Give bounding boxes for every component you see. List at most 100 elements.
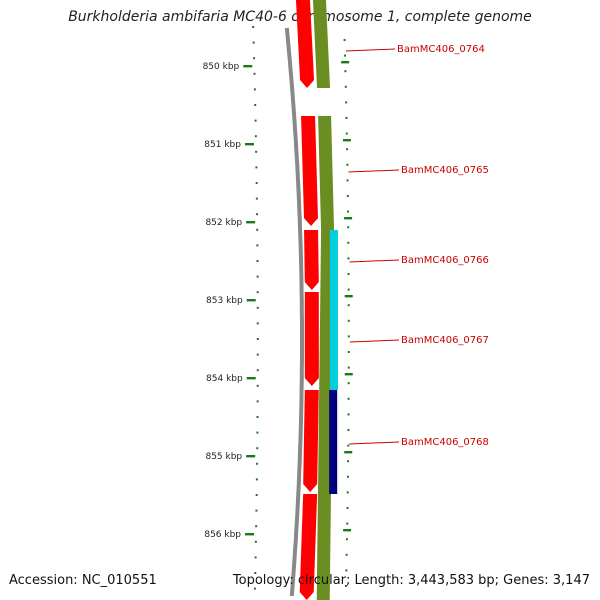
- minor-tick: [255, 182, 258, 184]
- minor-tick: [256, 260, 259, 262]
- reverse-cds: [318, 116, 335, 230]
- minor-tick: [347, 319, 350, 322]
- minor-tick: [347, 444, 350, 447]
- minor-tick: [347, 382, 350, 385]
- minor-tick: [345, 569, 348, 572]
- gene-label[interactable]: BamMC406_0764: [397, 44, 485, 55]
- minor-tick: [347, 257, 350, 260]
- minor-tick: [253, 72, 256, 75]
- minor-tick: [253, 587, 256, 590]
- gene-label[interactable]: BamMC406_0768: [401, 437, 489, 448]
- minor-tick: [256, 462, 259, 465]
- accession-text: Accession: NC_010551: [9, 573, 157, 588]
- minor-tick: [347, 273, 350, 275]
- major-tick: [246, 221, 256, 224]
- minor-tick: [346, 179, 349, 182]
- major-tick: [344, 217, 353, 220]
- minor-tick: [346, 195, 349, 197]
- minor-tick: [347, 210, 350, 213]
- gene-leader-line: [349, 259, 400, 263]
- minor-tick: [347, 429, 350, 431]
- minor-tick: [346, 148, 349, 151]
- kbp-label: 855 kbp: [205, 452, 242, 462]
- minor-tick: [255, 166, 258, 169]
- minor-tick: [256, 353, 259, 356]
- minor-tick: [347, 351, 350, 353]
- major-tick: [341, 61, 350, 64]
- minor-tick: [255, 197, 258, 200]
- minor-tick: [256, 447, 259, 450]
- minor-tick: [256, 384, 259, 387]
- minor-tick: [256, 416, 259, 418]
- minor-tick: [254, 540, 257, 543]
- minor-tick: [252, 41, 255, 44]
- forward-cds: [301, 116, 318, 226]
- minor-tick: [256, 322, 259, 325]
- minor-tick: [255, 509, 258, 512]
- kbp-label: 852 kbp: [205, 218, 242, 228]
- minor-tick: [345, 117, 348, 119]
- major-tick: [245, 533, 255, 536]
- minor-tick: [256, 369, 259, 372]
- major-tick: [343, 529, 352, 532]
- major-tick: [246, 455, 256, 458]
- minor-tick: [346, 475, 349, 478]
- minor-tick: [345, 553, 348, 556]
- kbp-label: 851 kbp: [204, 140, 241, 150]
- minor-tick: [254, 556, 257, 559]
- major-tick: [244, 143, 254, 146]
- minor-tick: [347, 413, 350, 416]
- minor-tick: [256, 275, 259, 278]
- gene-leader-line: [349, 441, 400, 445]
- minor-tick: [345, 101, 348, 104]
- topology-text: Topology: circular; Length: 3,443,583 bp…: [232, 573, 590, 588]
- minor-tick: [254, 119, 257, 122]
- minor-tick: [255, 478, 258, 481]
- minor-tick: [346, 522, 349, 525]
- reverse-cds: [312, 0, 331, 88]
- kbp-label: 856 kbp: [204, 530, 241, 540]
- gene-leader-line: [345, 48, 396, 52]
- minor-tick: [253, 57, 256, 60]
- major-tick: [246, 377, 256, 380]
- gene-label[interactable]: BamMC406_0767: [401, 335, 489, 346]
- gene-label[interactable]: BamMC406_0765: [401, 165, 489, 176]
- minor-tick: [256, 338, 259, 340]
- minor-tick: [252, 26, 255, 28]
- cyan-feature: [329, 230, 338, 390]
- minor-tick: [346, 163, 349, 166]
- kbp-label: 854 kbp: [206, 374, 243, 384]
- minor-tick: [347, 226, 350, 229]
- minor-tick: [347, 397, 350, 400]
- gene-leader-line: [349, 339, 400, 343]
- forward-cds: [304, 230, 319, 290]
- minor-tick: [344, 70, 347, 73]
- minor-tick: [256, 431, 259, 434]
- major-tick: [344, 295, 353, 298]
- major-tick: [344, 451, 353, 454]
- minor-tick: [344, 585, 347, 587]
- minor-tick: [256, 306, 259, 309]
- minor-tick: [256, 291, 259, 294]
- gene-label[interactable]: BamMC406_0766: [401, 255, 489, 266]
- minor-tick: [256, 244, 259, 247]
- forward-cds: [299, 494, 318, 600]
- reverse-cds: [316, 230, 335, 600]
- kbp-label: 850 kbp: [203, 62, 240, 72]
- backbone-track: [284, 27, 304, 597]
- minor-ticks: [252, 26, 350, 590]
- minor-tick: [256, 400, 259, 403]
- feature-track[interactable]: [295, 0, 338, 600]
- minor-tick: [347, 335, 350, 338]
- minor-tick: [255, 150, 258, 153]
- forward-cds: [304, 292, 319, 386]
- navy-feature: [329, 390, 338, 494]
- minor-tick: [253, 88, 256, 91]
- major-tick: [344, 373, 353, 376]
- gene-labels[interactable]: BamMC406_0764 BamMC406_0765 BamMC406_0766 B…: [345, 44, 489, 448]
- minor-tick: [347, 460, 350, 463]
- minor-tick: [347, 288, 350, 291]
- minor-tick: [344, 54, 347, 57]
- kbp-label: 853 kbp: [206, 296, 243, 306]
